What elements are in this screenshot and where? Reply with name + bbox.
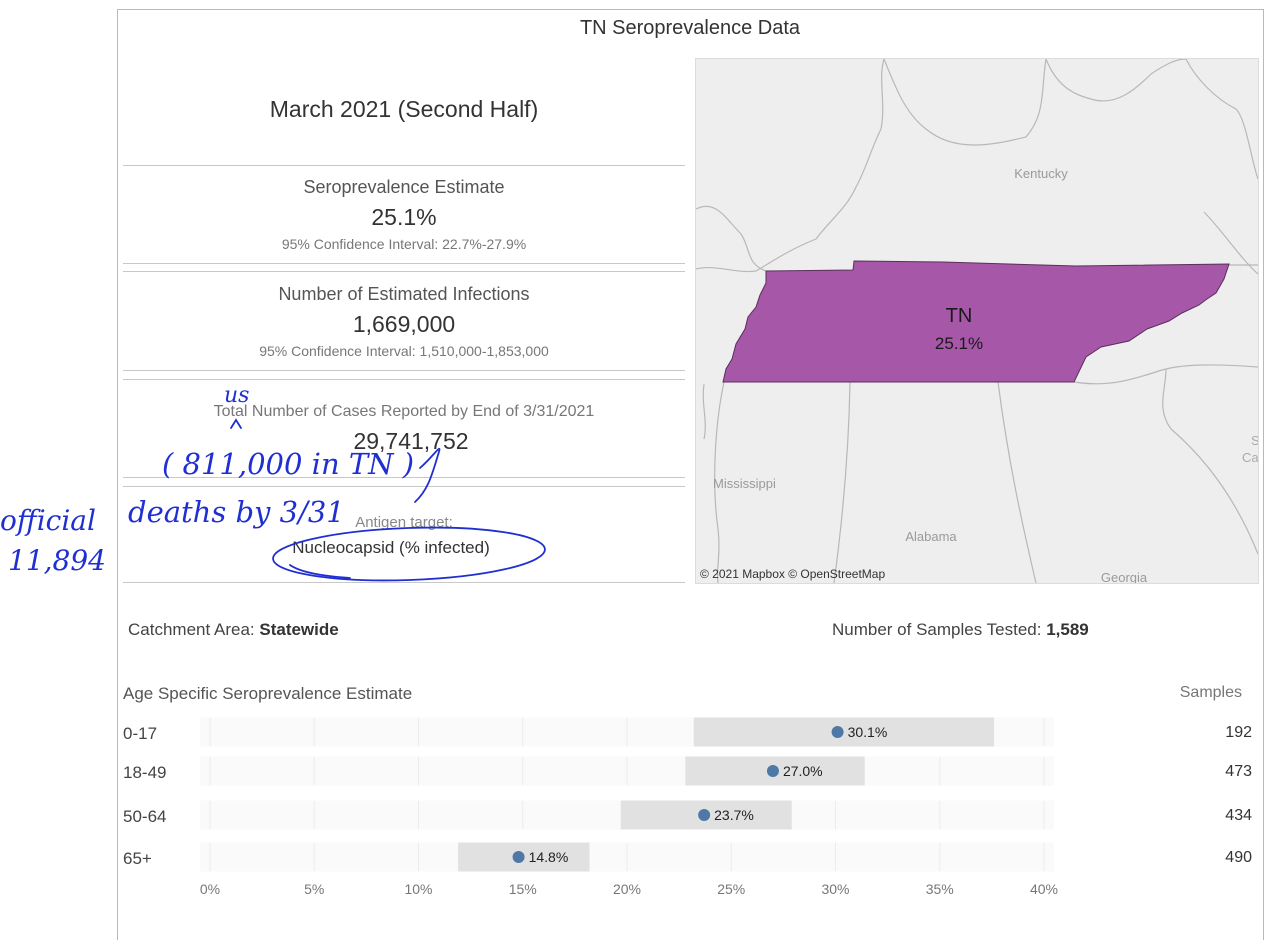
divider xyxy=(123,486,685,487)
mississippi-label: Mississippi xyxy=(713,476,776,491)
samples-count: 192 xyxy=(1225,724,1252,741)
infections-label: Number of Estimated Infections xyxy=(278,284,530,304)
infections-value: 1,669,000 xyxy=(352,311,456,337)
x-tick-label: 20% xyxy=(613,881,641,897)
x-tick-label: 15% xyxy=(509,881,537,897)
map-attribution[interactable]: © 2021 Mapbox © OpenStreetMap xyxy=(700,567,886,581)
samples-tested-value: 1,589 xyxy=(1046,620,1089,639)
map-labels: Kentucky Mississippi Alabama Georgia S C… xyxy=(713,166,1258,583)
estimate-label: 23.7% xyxy=(714,807,754,823)
antigen-value: Nucleocapsid (% infected) xyxy=(292,538,490,557)
divider xyxy=(123,271,685,272)
samples-count: 490 xyxy=(1225,849,1252,866)
seroprevalence-value: 25.1% xyxy=(371,204,437,230)
seroprevalence-ci: 95% Confidence Interval: 22.7%-27.9% xyxy=(281,236,527,252)
samples-tested: Number of Samples Tested: 1,589 xyxy=(832,620,1089,640)
catchment-value: Statewide xyxy=(259,620,339,639)
georgia-label: Georgia xyxy=(1101,570,1148,583)
infections-ci: 95% Confidence Interval: 1,510,000-1,853… xyxy=(259,343,549,359)
dashboard-title: TN Seroprevalence Data xyxy=(579,17,801,39)
estimate-point xyxy=(698,809,711,821)
dashboard-frame xyxy=(117,9,1264,940)
divider xyxy=(123,370,685,371)
state-map[interactable]: Kentucky Mississippi Alabama Georgia S C… xyxy=(695,58,1259,584)
x-tick-label: 0% xyxy=(200,881,220,897)
divider xyxy=(123,379,685,380)
x-tick-label: 25% xyxy=(717,881,745,897)
tennessee-shape xyxy=(722,260,1230,383)
state-value-label: 25.1% xyxy=(935,334,983,353)
sc-label: S xyxy=(1251,433,1258,448)
x-tick-label: 35% xyxy=(926,881,954,897)
age-group-label: 50-64 xyxy=(123,807,166,826)
estimate-point xyxy=(766,765,779,777)
samples-tested-label: Number of Samples Tested: xyxy=(832,620,1042,639)
divider xyxy=(123,165,685,166)
state-abbr-label: TN xyxy=(946,305,973,327)
samples-count: 434 xyxy=(1225,807,1252,824)
estimate-label: 14.8% xyxy=(529,849,569,865)
alabama-label: Alabama xyxy=(905,529,957,544)
period-heading: March 2021 (Second Half) xyxy=(269,96,539,122)
estimate-point xyxy=(831,726,844,738)
ci-band xyxy=(693,717,994,747)
estimate-point xyxy=(512,851,525,863)
divider xyxy=(123,263,685,264)
estimate-label: 30.1% xyxy=(848,724,888,740)
divider xyxy=(123,582,685,583)
antigen-label: Antigen target: xyxy=(355,514,453,531)
age-chart-title: Age Specific Seroprevalence Estimate xyxy=(123,684,413,703)
samples-column-header: Samples xyxy=(1179,684,1242,701)
kentucky-label: Kentucky xyxy=(1014,166,1068,181)
x-tick-label: 5% xyxy=(304,881,324,897)
age-seroprevalence-chart[interactable]: 0% 5% 10% 15% 20% 25% 30% 35% 40% 30.1% 0-17 192 27.… xyxy=(117,705,1257,905)
state-borders xyxy=(696,59,1258,583)
samples-count: 473 xyxy=(1225,763,1252,780)
x-tick-label: 10% xyxy=(404,881,432,897)
divider xyxy=(123,477,685,478)
annot-count: 11,894 xyxy=(8,544,106,577)
age-group-label: 18-49 xyxy=(123,763,166,782)
map-canvas xyxy=(696,59,1258,583)
age-group-label: 0-17 xyxy=(123,724,157,743)
age-group-label: 65+ xyxy=(123,849,152,868)
cases-label: Total Number of Cases Reported by End of… xyxy=(213,403,595,420)
ca-label: Ca xyxy=(1242,450,1258,465)
x-tick-label: 40% xyxy=(1030,881,1058,897)
catchment-label: Catchment Area: xyxy=(128,620,255,639)
catchment-area: Catchment Area: Statewide xyxy=(128,620,339,640)
x-tick-label: 30% xyxy=(821,881,849,897)
seroprevalence-label: Seroprevalence Estimate xyxy=(303,177,505,197)
estimate-label: 27.0% xyxy=(783,763,823,779)
annot-official: official xyxy=(0,504,96,537)
cases-value: 29,741,752 xyxy=(353,428,469,454)
